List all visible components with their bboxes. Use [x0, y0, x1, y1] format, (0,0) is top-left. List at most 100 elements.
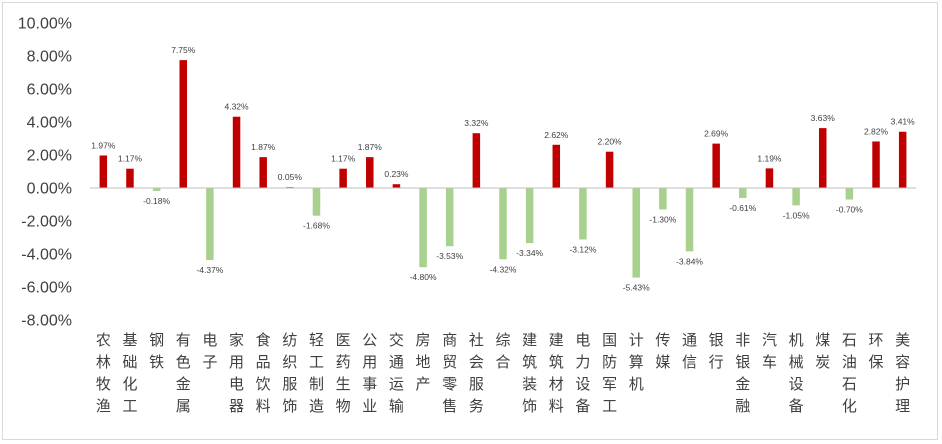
x-category-label: 社会服务 [469, 331, 484, 415]
data-label: 4.32% [224, 102, 249, 112]
data-label: -3.34% [516, 248, 543, 258]
bar-24 [712, 143, 720, 188]
bar-22 [659, 188, 667, 210]
data-label: 2.62% [544, 130, 569, 140]
bar-26 [765, 168, 774, 188]
x-category-label: 非银金融 [735, 331, 750, 415]
data-label: -0.70% [836, 205, 863, 215]
x-category-label: 汽车 [762, 331, 777, 371]
x-category-label: 银行 [709, 331, 724, 371]
x-category-label: 商贸零售 [442, 331, 457, 415]
data-label: -3.53% [436, 251, 463, 261]
bar-14 [445, 188, 454, 247]
data-label: 3.63% [811, 113, 836, 123]
x-category-label: 基础化工 [122, 331, 137, 415]
data-label: -1.05% [783, 210, 810, 220]
data-label: -5.43% [623, 283, 650, 293]
bar-9 [312, 188, 321, 216]
y-tick-label: 0.00% [27, 181, 72, 198]
y-tick-label: 10.00% [18, 16, 72, 33]
x-category-label: 石油石化 [842, 331, 857, 415]
x-category-label: 房地产 [416, 331, 431, 393]
data-label: 2.20% [598, 137, 623, 147]
bar-30 [872, 141, 880, 188]
data-label: 7.75% [171, 45, 196, 55]
x-category-label: 食品饮料 [256, 331, 271, 415]
data-label: -0.18% [143, 196, 170, 206]
y-tick-label: -4.00% [21, 247, 72, 264]
y-tick-label: 6.00% [27, 82, 72, 99]
x-category-label: 国防军工 [602, 331, 617, 415]
bar-10 [339, 168, 347, 188]
data-label: 0.05% [278, 172, 303, 182]
y-tick-label: -2.00% [21, 214, 72, 231]
x-category-label: 建筑材料 [549, 331, 564, 415]
x-category-label: 综合 [495, 331, 510, 371]
bar-27 [792, 188, 800, 206]
x-category-label: 电力设备 [575, 331, 590, 415]
bar-1 [99, 155, 108, 188]
y-tick-label: -8.00% [21, 313, 72, 330]
bars [99, 60, 907, 278]
y-tick-label: 2.00% [27, 148, 72, 165]
data-label: 2.82% [864, 126, 889, 136]
bar-15 [472, 133, 481, 188]
y-axis-ticks: -8.00% -6.00% -4.00% -2.00% 0.00% 2.00% 4.00% 6… [18, 16, 72, 330]
bar-11 [366, 157, 374, 188]
bar-28 [818, 128, 827, 188]
y-tick-label: 4.00% [27, 115, 72, 132]
data-label: -3.84% [676, 256, 703, 266]
bar-18 [552, 144, 561, 188]
bar-7 [259, 157, 267, 188]
bar-16 [499, 188, 507, 260]
x-category-label: 家用电器 [229, 331, 244, 415]
data-label: 1.17% [118, 154, 143, 164]
x-category-label: 医药生物 [336, 331, 351, 415]
bar-5 [206, 188, 214, 261]
bar-21 [632, 188, 640, 278]
bar-6 [232, 116, 241, 188]
bar-29 [845, 188, 854, 200]
bar-13 [419, 188, 427, 268]
data-label: -0.61% [729, 203, 756, 213]
data-label: -4.32% [490, 264, 517, 274]
data-label: -4.37% [196, 265, 223, 275]
y-tick-label: -6.00% [21, 280, 72, 297]
bar-17 [525, 188, 534, 244]
data-label: -4.80% [410, 272, 437, 282]
x-category-label: 交通运输 [389, 331, 404, 415]
x-category-label: 纺织服饰 [282, 331, 297, 415]
x-category-label: 通信 [682, 331, 697, 371]
x-category-label: 建筑装饰 [522, 331, 537, 415]
data-label: 3.32% [464, 118, 489, 128]
x-category-label: 轻工制造 [309, 331, 324, 415]
bar-4 [179, 60, 188, 188]
bar-23 [685, 188, 694, 252]
x-category-label: 农林牧渔 [96, 331, 111, 415]
x-category-label: 公用事业 [362, 331, 377, 415]
x-category-label: 钢铁 [149, 331, 164, 371]
data-label: 1.97% [91, 140, 116, 150]
x-category-label: 传媒 [655, 331, 670, 371]
bar-12 [392, 184, 401, 188]
x-category-label: 计算机 [629, 331, 644, 393]
x-category-label: 有色金属 [176, 331, 191, 415]
x-category-label: 煤炭 [815, 331, 830, 371]
data-label: -1.68% [303, 221, 330, 231]
data-label: 2.69% [704, 129, 729, 139]
x-axis-labels: 农林牧渔基础化工钢铁有色金属电子家用电器食品饮料纺织服饰轻工制造医药生物公用事业… [96, 331, 910, 415]
bar-2 [126, 168, 134, 188]
bar-31 [898, 131, 907, 188]
x-category-label: 电子 [202, 331, 217, 371]
y-tick-label: 8.00% [27, 49, 72, 66]
bar-20 [605, 151, 614, 188]
data-label: 1.87% [358, 142, 383, 152]
bar-25 [739, 188, 747, 199]
bar-3 [152, 188, 161, 191]
data-label: 3.41% [891, 117, 916, 127]
data-label: -3.12% [569, 244, 596, 254]
data-label: -1.30% [649, 214, 676, 224]
data-label: 1.17% [331, 154, 356, 164]
x-category-label: 机械设备 [789, 331, 804, 415]
